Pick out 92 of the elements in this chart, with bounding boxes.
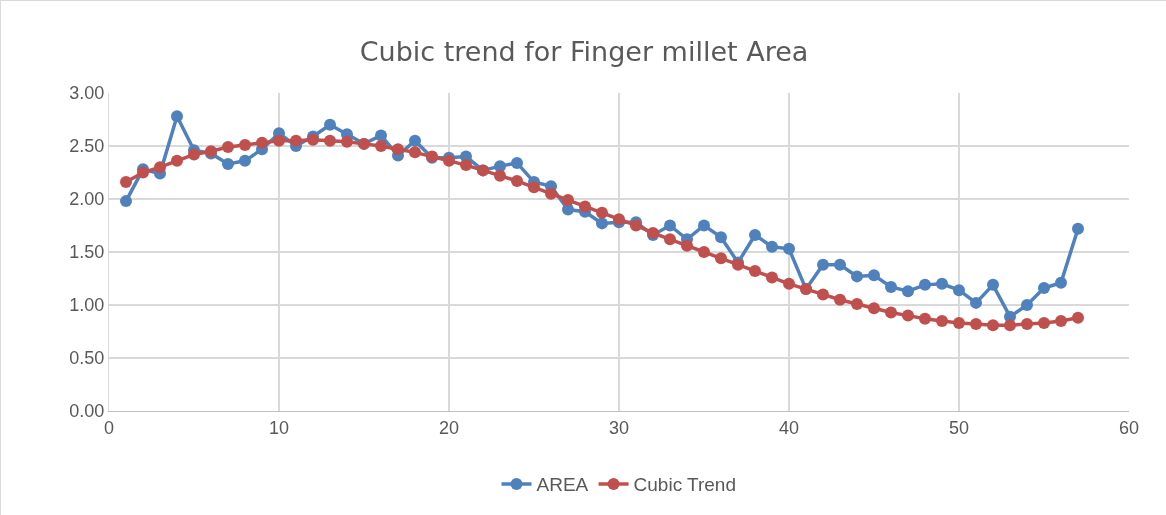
point xyxy=(766,240,778,253)
point xyxy=(171,110,183,123)
point xyxy=(511,156,523,169)
point xyxy=(273,134,285,147)
point xyxy=(154,161,166,174)
point xyxy=(290,134,302,147)
point xyxy=(749,265,761,278)
point xyxy=(936,277,948,290)
point xyxy=(749,229,761,242)
x-tick-label: 20 xyxy=(438,417,460,438)
point xyxy=(120,176,132,189)
point xyxy=(681,239,693,252)
point xyxy=(222,141,234,154)
point xyxy=(511,174,523,187)
point xyxy=(596,217,608,230)
point xyxy=(885,306,897,319)
x-tick-label: 30 xyxy=(608,417,630,438)
x-tick-label: 10 xyxy=(268,417,290,438)
y-tick-label: 2.50 xyxy=(69,136,105,157)
point xyxy=(375,140,387,152)
point xyxy=(1055,276,1067,289)
point xyxy=(239,154,251,167)
point xyxy=(868,302,880,315)
point xyxy=(783,242,795,255)
point xyxy=(851,297,863,310)
x-tick-label: 60 xyxy=(1118,417,1140,438)
point xyxy=(545,187,557,200)
point xyxy=(885,280,897,293)
point xyxy=(324,134,336,147)
point xyxy=(188,148,200,161)
point xyxy=(868,269,880,282)
point xyxy=(171,154,183,167)
point xyxy=(494,169,506,182)
point xyxy=(834,293,846,306)
point xyxy=(664,233,676,246)
point xyxy=(341,135,353,148)
chart-title: Cubic trend for Finger millet Area xyxy=(359,36,809,68)
point xyxy=(698,219,710,232)
x-tick-label: 50 xyxy=(948,417,970,438)
point xyxy=(1021,299,1033,311)
point xyxy=(375,129,387,142)
x-tick-label: 0 xyxy=(103,417,115,438)
point xyxy=(783,277,795,290)
point xyxy=(1038,317,1050,330)
point xyxy=(239,138,251,151)
point xyxy=(664,219,676,232)
point xyxy=(222,158,234,171)
point xyxy=(120,195,132,208)
point xyxy=(834,258,846,271)
point xyxy=(256,136,268,149)
y-tick-label: 0.00 xyxy=(69,401,105,422)
point xyxy=(392,143,404,156)
point xyxy=(851,270,863,283)
point xyxy=(562,194,574,207)
point xyxy=(817,288,829,301)
y-tick-label: 1.00 xyxy=(69,295,105,316)
point xyxy=(766,271,778,284)
point xyxy=(596,206,608,219)
y-tick-label: 2.00 xyxy=(69,189,105,210)
legend-label: Cubic Trend xyxy=(633,474,737,496)
x-tick-label: 40 xyxy=(778,417,800,438)
point xyxy=(324,118,336,131)
point xyxy=(715,252,727,265)
point xyxy=(1055,314,1067,327)
point xyxy=(409,146,421,159)
point xyxy=(953,284,965,297)
point xyxy=(1004,319,1016,332)
point xyxy=(579,200,591,213)
y-tick-label: 0.50 xyxy=(69,348,105,369)
legend-label: AREA xyxy=(536,474,589,496)
point xyxy=(987,319,999,332)
point xyxy=(409,134,421,147)
point xyxy=(817,258,829,271)
point xyxy=(1021,318,1033,331)
point xyxy=(902,309,914,322)
point xyxy=(919,312,931,325)
point xyxy=(970,318,982,331)
point xyxy=(528,181,540,194)
point xyxy=(460,159,472,172)
point xyxy=(715,231,727,244)
point xyxy=(919,278,931,291)
point xyxy=(1072,222,1084,235)
point xyxy=(1072,311,1084,324)
point xyxy=(987,278,999,291)
point xyxy=(936,314,948,327)
point xyxy=(953,317,965,330)
point xyxy=(1038,282,1050,295)
y-tick-label: 3.00 xyxy=(69,83,105,104)
y-tick-label: 1.50 xyxy=(69,242,105,263)
point xyxy=(698,246,710,258)
point xyxy=(902,285,914,298)
point xyxy=(970,296,982,309)
